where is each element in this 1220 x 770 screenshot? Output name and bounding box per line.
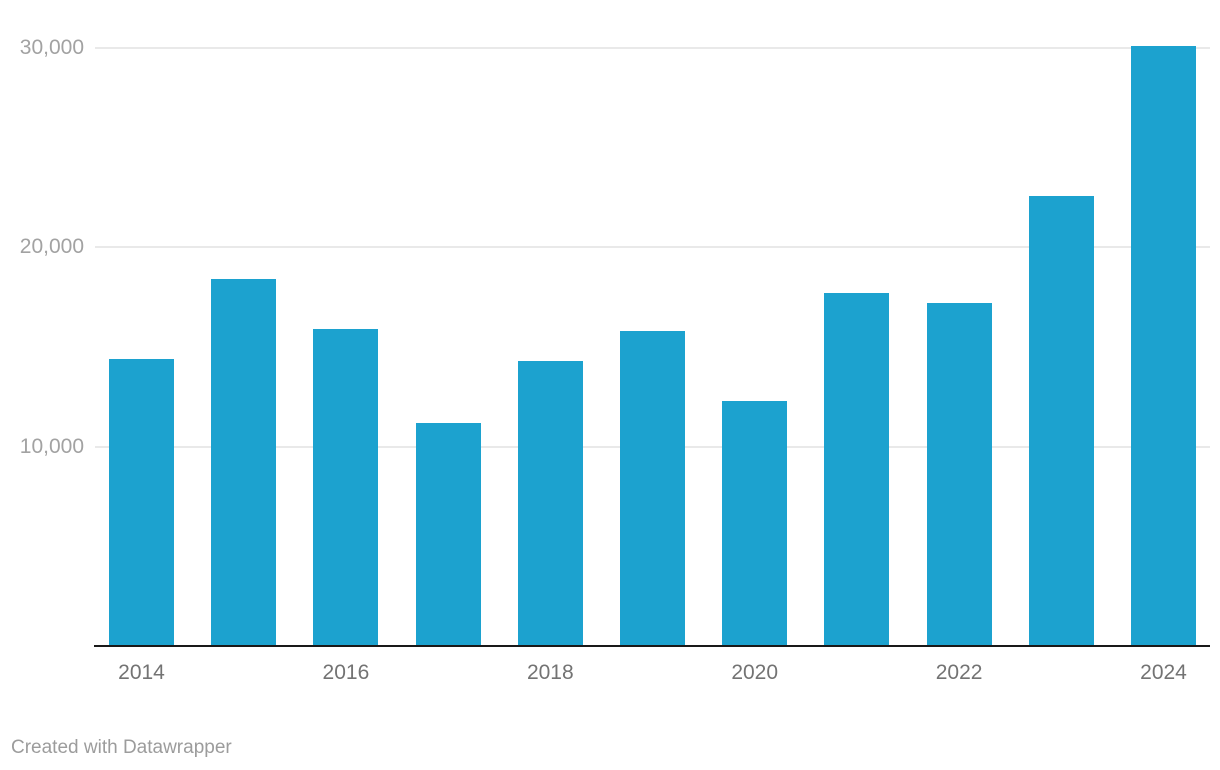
bar-2019[interactable] [620,331,685,646]
gridline-20000 [95,246,1210,249]
bar-2023[interactable] [1028,196,1094,646]
plot-area: 10,000 20,000 30,000 2014 2016 2018 2020 2022 2… [19,36,1210,684]
x-tick-label-2016: 2016 [322,661,370,684]
gridline-30000 [95,47,1210,49]
x-tick-label-2024: 2024 [1140,661,1187,684]
x-axis-line [94,645,1210,647]
bar-2024[interactable] [1131,46,1196,646]
bar-2014[interactable] [109,359,174,646]
bar-2018[interactable] [517,361,583,646]
bar-2020[interactable] [722,401,788,646]
datawrapper-credit: Created with Datawrapper [11,737,232,758]
x-tick-label-2020: 2020 [731,661,779,684]
y-tick-label: 20,000 [19,235,84,259]
bar-2021[interactable] [824,293,890,646]
x-tick-label-2022: 2022 [935,661,983,684]
bar-2016[interactable] [313,329,379,646]
x-tick-label-2014: 2014 [118,661,165,684]
bar-2015[interactable] [211,279,277,646]
x-tick-label-2018: 2018 [526,661,574,684]
y-tick-label: 30,000 [19,36,84,59]
y-tick-label: 10,000 [19,434,84,458]
bar-2022[interactable] [926,303,992,646]
bar-2017[interactable] [415,423,481,646]
